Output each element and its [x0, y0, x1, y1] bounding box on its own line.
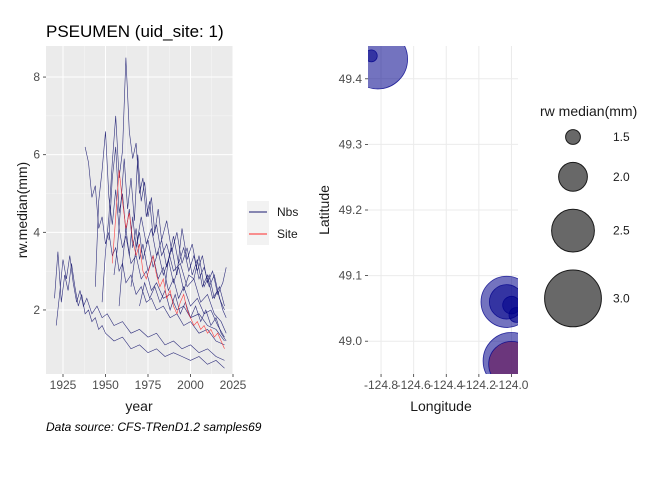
- line-legend: Nbs Site: [247, 201, 298, 245]
- lon-tick-label: -124.6: [397, 378, 431, 392]
- left-series-lines: [54, 57, 227, 369]
- x-tick-label: 2025: [220, 378, 247, 392]
- latitude-axis-title: Latitude: [316, 185, 332, 235]
- data-source-caption: Data source: CFS-TRenD1.2 samples69: [46, 420, 262, 434]
- lon-tick-label: -124.2: [462, 378, 496, 392]
- series-line-site: [112, 170, 225, 349]
- series-line-nbs: [84, 146, 225, 346]
- lon-tick-label: -124.0: [494, 378, 528, 392]
- nbs-point: [368, 49, 378, 63]
- longitude-axis-title: Longitude: [410, 398, 472, 414]
- right-y-ticks: 49.0 49.1 49.2 49.3 49.4: [339, 72, 368, 348]
- right-x-ticks: -124.8-124.6-124.4-124.2-124.0: [364, 374, 529, 392]
- x-tick-label: 1925: [50, 378, 77, 392]
- right-gridlines: [368, 46, 518, 374]
- y-tick-label: 8: [33, 70, 40, 84]
- size-legend-title: rw median(mm): [540, 103, 637, 119]
- nbs-point: [368, 46, 408, 90]
- y-tick-label: 6: [33, 148, 40, 162]
- size-legend-circle: [565, 129, 581, 145]
- series-line-nbs: [139, 281, 227, 342]
- series-line-nbs: [118, 216, 225, 307]
- size-legend-label: 3.0: [613, 291, 630, 305]
- series-line-nbs: [113, 154, 227, 318]
- size-legend-circle: [551, 208, 595, 253]
- x-tick-label: 1950: [92, 378, 119, 392]
- chart-title: PSEUMEN (uid_site: 1): [46, 22, 224, 41]
- series-line-nbs: [101, 57, 227, 334]
- series-line-nbs: [130, 216, 227, 296]
- lat-tick-label: 49.0: [339, 334, 363, 348]
- lat-tick-label: 49.1: [339, 269, 363, 283]
- site-point: [488, 340, 518, 374]
- size-legend: 1.5 2.0 2.5 3.0: [544, 129, 630, 328]
- y-tick-label: 4: [33, 225, 40, 239]
- size-legend-label: 1.5: [613, 130, 630, 144]
- lat-tick-label: 49.3: [339, 137, 363, 151]
- lat-tick-label: 49.4: [339, 72, 363, 86]
- legend-label-nbs: Nbs: [277, 205, 298, 219]
- y-axis-title: rw.median(mm): [14, 162, 30, 258]
- size-legend-label: 2.0: [613, 170, 630, 184]
- x-tick-label: 1975: [135, 378, 162, 392]
- y-tick-label: 2: [33, 303, 40, 317]
- left-plot-panel: [46, 46, 233, 374]
- lat-tick-label: 49.2: [339, 203, 363, 217]
- series-line-nbs: [54, 251, 225, 369]
- series-line-nbs: [164, 236, 225, 311]
- left-x-ticks: 1925 1950 1975 2000 2025: [50, 374, 247, 392]
- legend-label-site: Site: [277, 227, 298, 241]
- size-legend-label: 2.5: [613, 224, 630, 238]
- size-legend-circle: [544, 269, 602, 328]
- size-legend-circle: [558, 161, 588, 192]
- x-tick-label: 2000: [177, 378, 204, 392]
- lon-tick-label: -124.8: [364, 378, 398, 392]
- nbs-point: [508, 307, 518, 323]
- x-axis-title: year: [125, 398, 153, 414]
- series-line-nbs: [55, 255, 225, 361]
- left-y-ticks: 2 4 6 8: [33, 70, 46, 317]
- right-points: [368, 46, 518, 374]
- lon-tick-label: -124.4: [429, 378, 463, 392]
